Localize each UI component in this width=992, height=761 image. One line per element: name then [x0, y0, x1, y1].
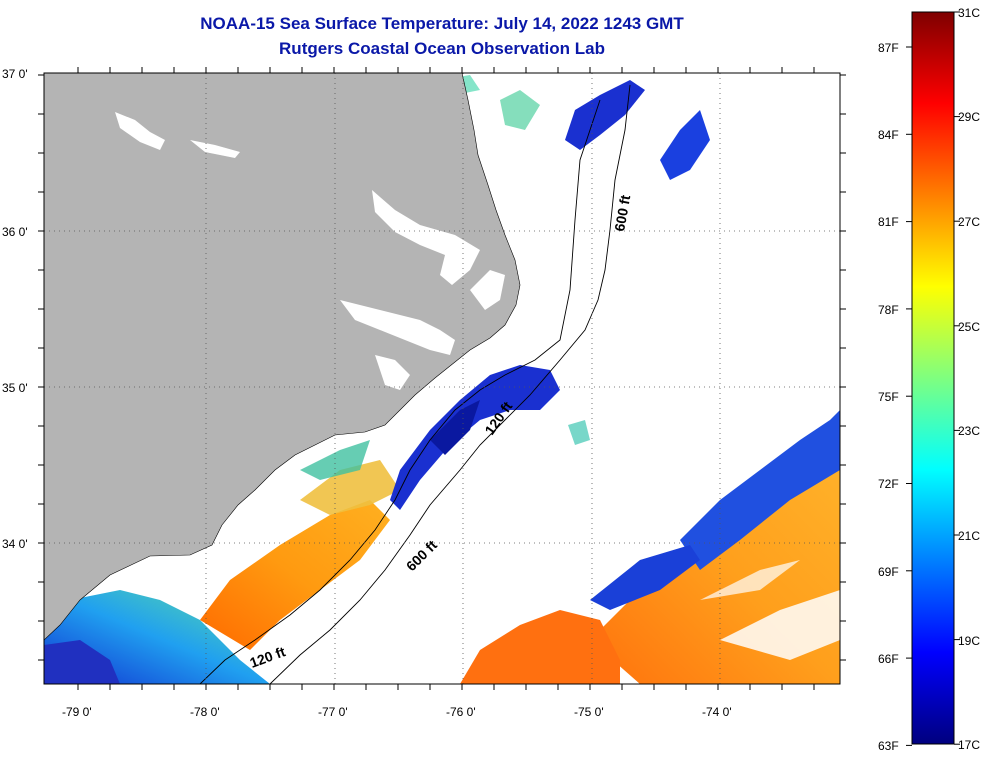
colorbar-f-87: 87F	[878, 41, 899, 55]
colorbar-f-72: 72F	[878, 477, 899, 491]
inland-waters	[115, 112, 505, 390]
colorbar-gradient	[911, 11, 955, 745]
lat-label-36: 36 0'	[2, 225, 28, 239]
colorbar-c-21: 21C	[958, 529, 980, 543]
lon-label-75: -75 0'	[574, 705, 604, 719]
colorbar: 87F 84F 81F 78F 75F 72F 69F 66F 63F 31C …	[878, 6, 980, 753]
lat-label-34: 34 0'	[2, 537, 28, 551]
lon-label-79: -79 0'	[62, 705, 92, 719]
lat-label-35: 35 0'	[2, 381, 28, 395]
map-title: NOAA-15 Sea Surface Temperature: July 14…	[200, 14, 684, 33]
colorbar-f-84: 84F	[878, 128, 899, 142]
colorbar-f-78: 78F	[878, 303, 899, 317]
sst-data-layer	[44, 75, 840, 684]
colorbar-f-63: 63F	[878, 739, 899, 753]
map-frame	[43, 72, 841, 685]
axis-ticks	[38, 67, 846, 690]
colorbar-c-23: 23C	[958, 424, 980, 438]
colorbar-c-29: 29C	[958, 110, 980, 124]
colorbar-c-19: 19C	[958, 634, 980, 648]
lon-label-77: -77 0'	[318, 705, 348, 719]
colorbar-f-66: 66F	[878, 652, 899, 666]
lon-label-74: -74 0'	[702, 705, 732, 719]
map-subtitle: Rutgers Coastal Ocean Observation Lab	[279, 39, 605, 58]
depth-contours	[199, 84, 631, 684]
colorbar-c-17: 17C	[958, 738, 980, 752]
contour-label-600-north: 600 ft	[611, 193, 633, 232]
lon-label-78: -78 0'	[190, 705, 220, 719]
lon-label-76: -76 0'	[446, 705, 476, 719]
colorbar-f-81: 81F	[878, 215, 899, 229]
colorbar-c-25: 25C	[958, 320, 980, 334]
colorbar-c-27: 27C	[958, 215, 980, 229]
colorbar-f-69: 69F	[878, 565, 899, 579]
lat-label-37: 37 0'	[2, 67, 28, 81]
graticule	[44, 73, 840, 684]
colorbar-f-75: 75F	[878, 390, 899, 404]
colorbar-c-31: 31C	[958, 6, 980, 20]
